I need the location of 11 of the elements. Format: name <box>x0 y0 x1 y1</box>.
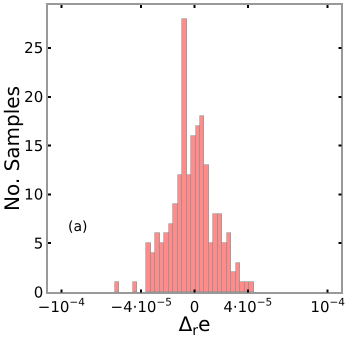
y-tick-label: 20 <box>24 88 44 106</box>
y-tick-label: 25 <box>24 39 44 58</box>
x-tick-label: 4·10$^{−5}$ <box>223 296 272 316</box>
x-tick-label: 10$^{−4}$ <box>310 296 346 316</box>
x-tick-label: −4·10$^{−5}$ <box>110 296 172 316</box>
y-axis-title: No. Samples <box>0 86 24 211</box>
y-tick-label: 0 <box>34 283 44 302</box>
annotation: (a) <box>68 219 88 235</box>
y-tick-label: 15 <box>24 136 44 155</box>
y-tick-label: 5 <box>34 234 44 252</box>
y-tick-label: 10 <box>24 186 44 204</box>
